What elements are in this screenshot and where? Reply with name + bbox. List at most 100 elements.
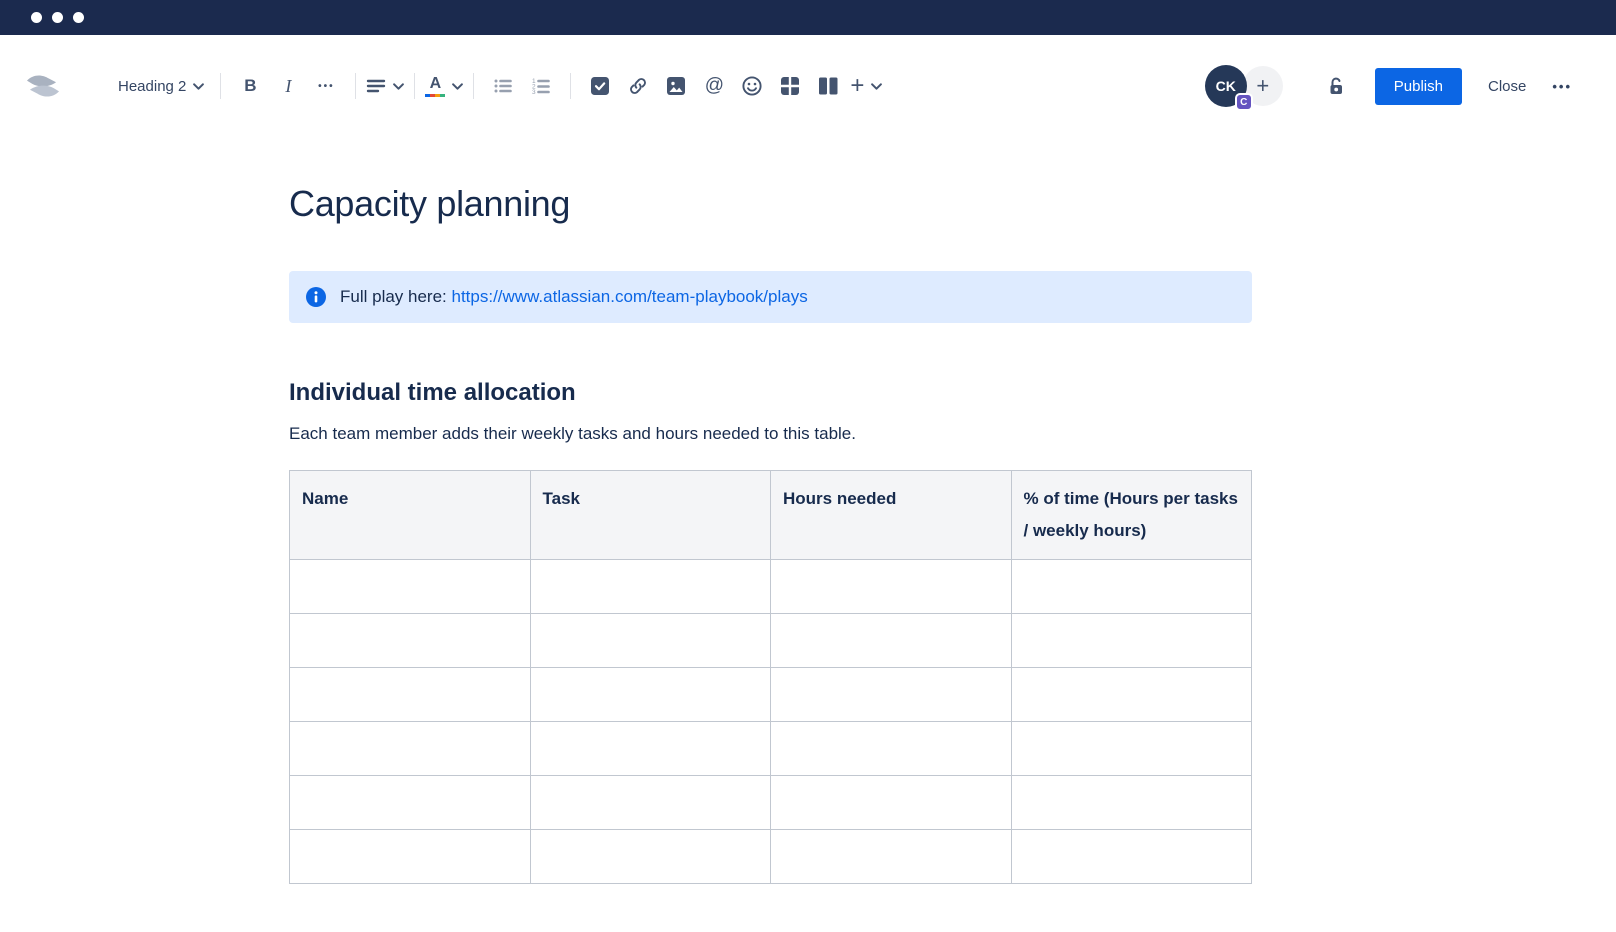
table-cell[interactable] bbox=[529, 829, 771, 884]
table-cell[interactable] bbox=[529, 775, 771, 830]
mention-button[interactable]: @ bbox=[695, 67, 733, 105]
toolbar-left-group: Heading 2 B I ••• bbox=[24, 67, 885, 105]
overflow-menu-button[interactable]: ••• bbox=[1544, 69, 1580, 104]
table-header-hours[interactable]: Hours needed bbox=[770, 470, 1012, 560]
table-cell[interactable] bbox=[770, 829, 1012, 884]
toolbar-divider bbox=[355, 73, 357, 99]
editor-toolbar: Heading 2 B I ••• bbox=[0, 35, 1616, 137]
section-heading[interactable]: Individual time allocation bbox=[289, 379, 576, 406]
image-button[interactable] bbox=[657, 67, 695, 105]
window-control-dot[interactable] bbox=[31, 12, 42, 23]
table-row bbox=[289, 613, 1252, 668]
table-cell[interactable] bbox=[770, 667, 1012, 722]
table-cell[interactable] bbox=[289, 721, 531, 776]
toolbar-divider bbox=[473, 73, 475, 99]
svg-text:2: 2 bbox=[532, 84, 536, 91]
table-cell[interactable] bbox=[289, 667, 531, 722]
avatar[interactable]: CK C bbox=[1204, 65, 1253, 111]
emoji-button[interactable] bbox=[733, 67, 771, 105]
bullet-list-icon bbox=[492, 76, 514, 96]
info-icon bbox=[305, 286, 327, 308]
layouts-icon bbox=[816, 75, 840, 97]
page-content: Capacity planning Full play here: https:… bbox=[289, 183, 1252, 884]
close-button[interactable]: Close bbox=[1476, 68, 1538, 105]
table-header-row: Name Task Hours needed % of time (Hours … bbox=[289, 470, 1252, 560]
toolbar-divider bbox=[220, 73, 222, 99]
table-cell[interactable] bbox=[289, 613, 531, 668]
table-row bbox=[289, 667, 1252, 722]
image-icon bbox=[665, 75, 687, 97]
confluence-logo-icon bbox=[24, 69, 62, 103]
table-cell[interactable] bbox=[289, 559, 531, 614]
table-icon bbox=[779, 75, 801, 97]
table-cell[interactable] bbox=[770, 559, 1012, 614]
italic-button[interactable]: I bbox=[269, 67, 307, 105]
avatar-initials: CK bbox=[1215, 78, 1236, 94]
table-cell[interactable] bbox=[770, 613, 1012, 668]
playbook-link[interactable]: https://www.atlassian.com/team-playbook/… bbox=[451, 287, 808, 306]
table-cell[interactable] bbox=[1010, 559, 1252, 614]
more-formatting-button[interactable]: ••• bbox=[307, 67, 345, 105]
table-cell[interactable] bbox=[289, 775, 531, 830]
unlock-button[interactable] bbox=[1317, 67, 1355, 105]
info-panel: Full play here: https://www.atlassian.co… bbox=[289, 271, 1252, 323]
table-cell[interactable] bbox=[529, 559, 771, 614]
chevron-down-icon bbox=[452, 82, 464, 90]
confluence-editor-window: Heading 2 B I ••• bbox=[0, 0, 1616, 884]
table-header-task[interactable]: Task bbox=[529, 470, 771, 560]
table-cell[interactable] bbox=[1010, 775, 1252, 830]
plus-icon: + bbox=[1256, 73, 1270, 98]
mention-icon: @ bbox=[704, 75, 725, 96]
table-cell[interactable] bbox=[770, 721, 1012, 776]
toolbar-right-group: CK C + Publish Close ••• bbox=[1204, 65, 1580, 111]
chevron-down-icon bbox=[871, 82, 883, 90]
window-titlebar bbox=[0, 0, 1616, 35]
italic-icon: I bbox=[285, 75, 292, 96]
table-header-name[interactable]: Name bbox=[289, 470, 531, 560]
page-title[interactable]: Capacity planning bbox=[289, 183, 571, 224]
text-style-dropdown[interactable]: Heading 2 bbox=[112, 67, 210, 105]
table-cell[interactable] bbox=[529, 667, 771, 722]
svg-text:3: 3 bbox=[532, 89, 536, 96]
table-cell[interactable] bbox=[1010, 613, 1252, 668]
svg-text:1: 1 bbox=[532, 78, 536, 85]
bullet-list-button[interactable] bbox=[484, 67, 522, 105]
link-icon bbox=[627, 75, 649, 97]
section-description[interactable]: Each team member adds their weekly tasks… bbox=[289, 424, 856, 443]
capacity-table: Name Task Hours needed % of time (Hours … bbox=[289, 470, 1252, 884]
more-formatting-icon: ••• bbox=[318, 80, 335, 92]
table-cell[interactable] bbox=[770, 775, 1012, 830]
layouts-button[interactable] bbox=[809, 67, 847, 105]
window-control-dot[interactable] bbox=[73, 12, 84, 23]
task-list-button[interactable] bbox=[581, 67, 619, 105]
plus-icon: + bbox=[850, 72, 865, 99]
publish-button[interactable]: Publish bbox=[1374, 67, 1462, 105]
insert-dropdown[interactable]: + bbox=[847, 67, 885, 105]
table-cell[interactable] bbox=[529, 613, 771, 668]
table-row bbox=[289, 721, 1252, 776]
chevron-down-icon bbox=[393, 82, 405, 90]
table-header-percent[interactable]: % of time (Hours per tasks / weekly hour… bbox=[1010, 470, 1252, 560]
table-button[interactable] bbox=[771, 67, 809, 105]
table-cell[interactable] bbox=[1010, 829, 1252, 884]
unlock-icon bbox=[1325, 75, 1347, 97]
table-row bbox=[289, 829, 1252, 884]
table-row bbox=[289, 559, 1252, 614]
text-color-icon: A bbox=[425, 75, 446, 97]
window-control-dot[interactable] bbox=[52, 12, 63, 23]
table-cell[interactable] bbox=[1010, 667, 1252, 722]
bold-icon: B bbox=[244, 76, 257, 95]
chevron-down-icon bbox=[193, 82, 205, 90]
bold-button[interactable]: B bbox=[231, 67, 269, 105]
table-cell[interactable] bbox=[1010, 721, 1252, 776]
text-style-label: Heading 2 bbox=[118, 77, 187, 95]
table-cell[interactable] bbox=[289, 829, 531, 884]
alignment-dropdown[interactable] bbox=[366, 67, 405, 105]
table-cell[interactable] bbox=[529, 721, 771, 776]
overflow-menu-icon: ••• bbox=[1552, 78, 1572, 94]
text-color-dropdown[interactable]: A bbox=[425, 67, 464, 105]
link-button[interactable] bbox=[619, 67, 657, 105]
numbered-list-button[interactable]: 1 2 3 bbox=[522, 67, 560, 105]
toolbar-divider bbox=[414, 73, 416, 99]
table-row bbox=[289, 775, 1252, 830]
